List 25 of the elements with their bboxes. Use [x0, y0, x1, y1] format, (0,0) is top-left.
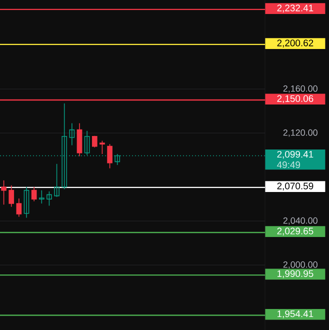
ref-line-label: 1,954.41: [278, 310, 314, 318]
ref-line-label: 2,099.41: [277, 150, 314, 159]
ref-line-label: 2,200.62: [277, 40, 314, 48]
ref-line-label: 2,150.06: [277, 95, 314, 104]
candlestick: [69, 122, 75, 146]
candlestick: [8, 184, 14, 208]
candlestick: [76, 122, 82, 157]
y-tick-label: 2,160.00: [283, 85, 318, 93]
candlestick: [24, 186, 30, 218]
ref-line-label: 1,990.95: [278, 270, 314, 278]
candlestick: [46, 191, 52, 206]
candlestick: [54, 164, 60, 198]
candlestick: [100, 140, 105, 154]
candlestick: [38, 190, 44, 204]
candlestick: [16, 198, 22, 218]
y-tick-label: 2,000.00: [283, 261, 318, 269]
candlestick: [31, 186, 37, 202]
ref-line-label: 2,070.59: [277, 182, 314, 190]
ref-line-label: 2,029.65: [277, 228, 314, 236]
ref-line-label: 2,232.41: [277, 4, 314, 12]
candlestick: [1, 180, 6, 205]
candlestick: [107, 144, 112, 169]
y-tick-label: 2,120.00: [283, 129, 318, 137]
text: 49:49: [277, 161, 300, 168]
y-tick-label: 2,040.00: [283, 217, 318, 225]
